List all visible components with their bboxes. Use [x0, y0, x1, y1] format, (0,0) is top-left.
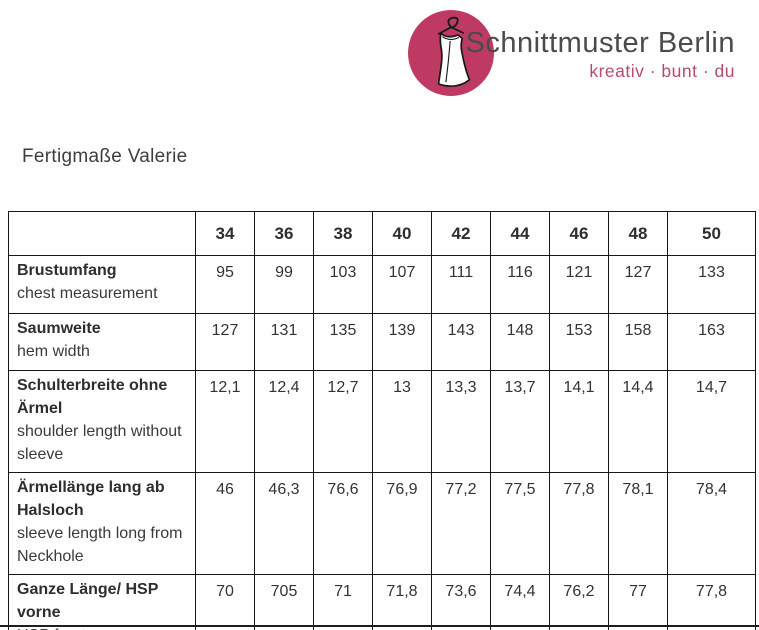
measurement-value: 111 — [431, 255, 491, 314]
label-english: hem width — [17, 343, 90, 360]
size-column-header: 34 — [195, 211, 255, 256]
size-column-header: 40 — [372, 211, 432, 256]
brand-tagline: kreativ · bunt · du — [589, 61, 735, 81]
measurement-value: 135 — [313, 313, 373, 371]
table-row-schulterbreite: Schulterbreite ohne Ärmel shoulder lengt… — [8, 370, 756, 473]
measurement-value: 12,7 — [313, 370, 373, 473]
brand-logo — [408, 10, 494, 96]
brand-name: Schnittmuster Berlin — [465, 27, 735, 59]
label-english: shoulder length without sleeve — [17, 423, 182, 463]
measurement-value: 95 — [195, 255, 255, 314]
measurement-value: 14,4 — [608, 370, 668, 473]
label-english: chest measurement — [17, 285, 158, 302]
measurement-value: 705 — [254, 574, 314, 630]
measurement-value: 76,2 — [549, 574, 609, 630]
measurement-value: 107 — [372, 255, 432, 314]
measurement-value: 78,4 — [667, 472, 756, 575]
measurement-value: 158 — [608, 313, 668, 371]
measurement-value: 70 — [195, 574, 255, 630]
measurement-value: 77,8 — [667, 574, 756, 630]
measurement-value: 133 — [667, 255, 756, 314]
measurement-value: 77,8 — [549, 472, 609, 575]
measurement-value: 148 — [490, 313, 550, 371]
table-row-aermellaenge: Ärmellänge lang ab Halsloch sleeve lengt… — [8, 472, 756, 575]
bottom-rule — [0, 625, 759, 627]
dress-on-hanger-icon — [408, 10, 494, 96]
measurement-value: 153 — [549, 313, 609, 371]
measurement-value: 77 — [608, 574, 668, 630]
measurement-value: 71 — [313, 574, 373, 630]
size-table: 34 36 38 40 42 44 46 48 50 Brustumfang c… — [8, 211, 756, 630]
size-column-header: 48 — [608, 211, 668, 256]
measurement-value: 13,7 — [490, 370, 550, 473]
measurement-value: 12,1 — [195, 370, 255, 473]
size-column-header: 42 — [431, 211, 491, 256]
measurement-value: 14,7 — [667, 370, 756, 473]
corner-cell — [8, 211, 196, 256]
measurement-value: 127 — [608, 255, 668, 314]
measurement-value: 46 — [195, 472, 255, 575]
measurement-value: 139 — [372, 313, 432, 371]
page-title: Fertigmaße Valerie — [22, 146, 188, 167]
measurement-value: 116 — [490, 255, 550, 314]
measurement-label: Ganze Länge/ HSP vorne HSP front — [8, 574, 196, 630]
measurement-value: 73,6 — [431, 574, 491, 630]
size-column-header: 50 — [667, 211, 756, 256]
measurement-value: 13 — [372, 370, 432, 473]
measurement-value: 127 — [195, 313, 255, 371]
label-english: HSP front — [17, 627, 86, 630]
measurement-value: 103 — [313, 255, 373, 314]
measurement-value: 121 — [549, 255, 609, 314]
label-german: Ärmellänge lang ab Halsloch — [17, 479, 165, 519]
table-row-saumweite: Saumweite hem width 127 131 135 139 143 … — [8, 313, 756, 371]
brand-wordmark: Schnittmuster Berlin kreativ · bunt · du — [466, 28, 736, 82]
label-english: sleeve length long from Neckhole — [17, 525, 183, 565]
measurement-label: Brustumfang chest measurement — [8, 255, 196, 314]
measurement-value: 76,6 — [313, 472, 373, 575]
label-german: Schulterbreite ohne Ärmel — [17, 377, 168, 417]
size-header-row: 34 36 38 40 42 44 46 48 50 — [8, 211, 756, 256]
label-german: Brustumfang — [17, 262, 117, 279]
size-column-header: 36 — [254, 211, 314, 256]
measurement-value: 76,9 — [372, 472, 432, 575]
measurement-value: 163 — [667, 313, 756, 371]
measurement-label: Saumweite hem width — [8, 313, 196, 371]
measurement-value: 71,8 — [372, 574, 432, 630]
measurement-value: 78,1 — [608, 472, 668, 575]
measurement-label: Schulterbreite ohne Ärmel shoulder lengt… — [8, 370, 196, 473]
measurement-value: 46,3 — [254, 472, 314, 575]
label-german: Saumweite — [17, 320, 101, 337]
size-column-header: 38 — [313, 211, 373, 256]
label-german: Ganze Länge/ HSP vorne — [17, 581, 159, 621]
measurement-value: 77,5 — [490, 472, 550, 575]
measurement-value: 143 — [431, 313, 491, 371]
size-column-header: 46 — [549, 211, 609, 256]
table-row-ganze-laenge: Ganze Länge/ HSP vorne HSP front 70 705 … — [8, 574, 756, 630]
measurement-value: 99 — [254, 255, 314, 314]
measurement-value: 12,4 — [254, 370, 314, 473]
measurement-value: 74,4 — [490, 574, 550, 630]
table-row-brustumfang: Brustumfang chest measurement 95 99 103 … — [8, 255, 756, 314]
measurement-value: 131 — [254, 313, 314, 371]
measurement-value: 14,1 — [549, 370, 609, 473]
measurement-value: 13,3 — [431, 370, 491, 473]
measurement-label: Ärmellänge lang ab Halsloch sleeve lengt… — [8, 472, 196, 575]
size-column-header: 44 — [490, 211, 550, 256]
measurement-value: 77,2 — [431, 472, 491, 575]
